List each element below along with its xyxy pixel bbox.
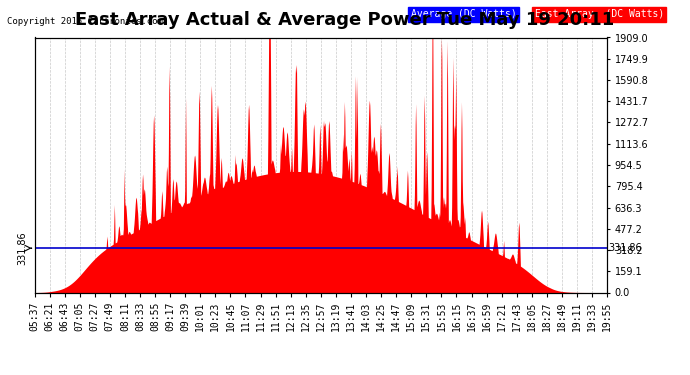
- Text: 331.86: 331.86: [18, 231, 28, 265]
- Text: Average (DC Watts): Average (DC Watts): [411, 9, 516, 20]
- Text: East Array Actual & Average Power Tue May 19 20:11: East Array Actual & Average Power Tue Ma…: [75, 11, 615, 29]
- Text: Copyright 2015 Cartronics.com: Copyright 2015 Cartronics.com: [7, 17, 163, 26]
- Text: East Array  (DC Watts): East Array (DC Watts): [535, 9, 664, 20]
- Text: 331.86: 331.86: [609, 243, 642, 253]
